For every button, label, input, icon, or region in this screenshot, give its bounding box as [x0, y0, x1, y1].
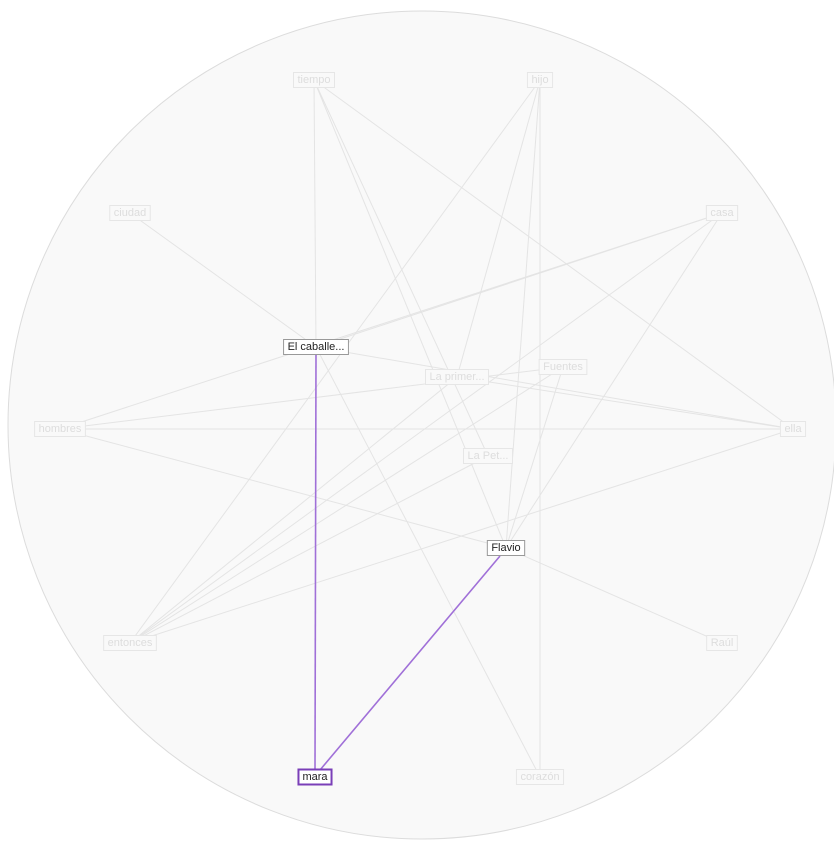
- node[interactable]: hombres: [34, 421, 86, 437]
- node-box: [526, 72, 554, 88]
- node-box: [705, 205, 739, 221]
- edge: [129, 79, 541, 644]
- node-label: tiempo: [297, 74, 330, 86]
- node-label: hombres: [39, 423, 82, 435]
- node-label: entonces: [108, 637, 153, 649]
- node[interactable]: Fuentes: [538, 359, 588, 375]
- node-box: [283, 339, 349, 355]
- node-box: [538, 359, 588, 375]
- node-box: [292, 72, 336, 88]
- node[interactable]: casa: [705, 205, 739, 221]
- node[interactable]: La primer...: [424, 369, 490, 385]
- node-box: [515, 769, 565, 785]
- node[interactable]: Flavio: [486, 540, 526, 556]
- layout-circle: [7, 10, 834, 840]
- edge: [59, 428, 507, 549]
- node-label: hijo: [531, 74, 548, 86]
- node-box: [34, 421, 86, 437]
- node[interactable]: corazón: [515, 769, 565, 785]
- node-label: ciudad: [114, 207, 146, 219]
- edge: [129, 376, 458, 644]
- node[interactable]: tiempo: [292, 72, 336, 88]
- edge: [456, 376, 794, 430]
- node-box: [463, 448, 513, 464]
- node-label: mara: [302, 771, 328, 783]
- node[interactable]: La Pet...: [463, 448, 513, 464]
- node-box: [706, 635, 738, 651]
- node[interactable]: hijo: [526, 72, 554, 88]
- nodes: tiempo hijo ciudad casa El caballe... La…: [34, 72, 807, 786]
- edge-highlighted: [319, 555, 501, 771]
- edge: [129, 366, 564, 644]
- edges: [59, 79, 794, 778]
- node-label: casa: [710, 207, 734, 219]
- node-label: ella: [784, 423, 802, 435]
- node[interactable]: ella: [779, 421, 807, 437]
- node-box: [109, 205, 151, 221]
- edge: [315, 346, 794, 430]
- edge: [313, 79, 507, 549]
- node-box: [103, 635, 157, 651]
- edge: [129, 212, 317, 348]
- node-label: Flavio: [491, 542, 520, 554]
- edge: [505, 547, 723, 644]
- node[interactable]: mara: [297, 768, 333, 786]
- edge-highlighted: [314, 354, 317, 771]
- node-label: La primer...: [429, 371, 484, 383]
- edge: [505, 212, 723, 549]
- edge: [129, 428, 794, 644]
- edge: [505, 366, 564, 549]
- edge: [313, 79, 317, 348]
- edge: [505, 79, 541, 549]
- node-box: [779, 421, 807, 437]
- node-label: Raúl: [711, 637, 734, 649]
- edge: [456, 79, 541, 378]
- edge: [315, 212, 723, 348]
- node-box: [297, 768, 333, 786]
- node[interactable]: ciudad: [109, 205, 151, 221]
- edge: [129, 212, 723, 644]
- edge: [313, 79, 489, 457]
- node[interactable]: Raúl: [706, 635, 738, 651]
- node-label: Fuentes: [543, 361, 583, 373]
- edge: [315, 346, 541, 778]
- node[interactable]: El caballe...: [283, 339, 349, 355]
- node-box: [486, 540, 526, 556]
- node-label: La Pet...: [468, 450, 509, 462]
- node-label: corazón: [520, 771, 559, 783]
- edge: [129, 455, 489, 644]
- node-label: El caballe...: [288, 341, 345, 353]
- node[interactable]: entonces: [103, 635, 157, 651]
- node-box: [424, 369, 490, 385]
- edge: [313, 79, 794, 430]
